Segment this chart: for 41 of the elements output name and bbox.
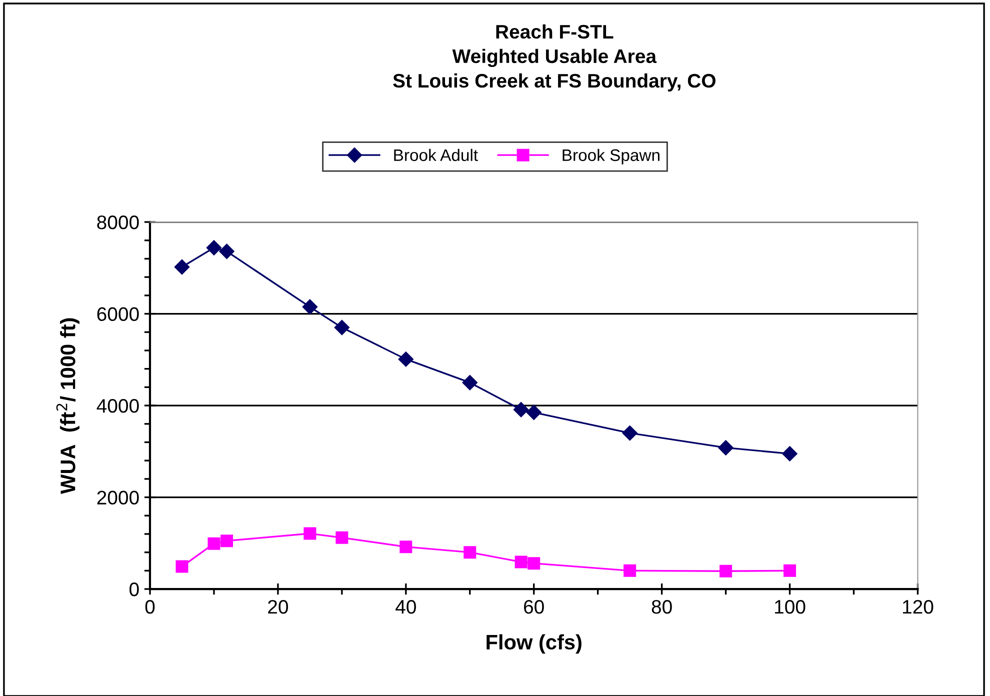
x-tick-label: 80 [652,600,672,614]
x-axis-title: Flow (cfs) [486,634,582,654]
chart-title: Reach F-STL Weighted Usable Area St Louis Creek at FS Boundary, CO [393,24,716,92]
y-tick-label: 8000 [97,215,139,230]
x-tick-label: 60 [524,600,544,614]
x-tick-label: 120 [902,600,934,614]
y-tick-label: 4000 [96,398,139,413]
point [622,425,638,441]
point [462,375,478,390]
point [336,531,348,544]
legend-label: Brook Spawn [562,148,660,164]
point [334,320,350,336]
y-tick-label: 0 [130,582,139,596]
point [174,259,190,275]
point [398,352,414,367]
point [206,240,222,256]
point [304,527,316,540]
x-tick-label: 20 [268,600,288,614]
legend-label: Brook Adult [394,148,478,162]
y-tick-label: 2000 [97,490,139,505]
y-axis-title: WUA (ft$^{2}$/ 1000 ft) [56,318,80,494]
point [176,560,188,573]
y-tick-label: 6000 [97,307,139,322]
point [624,564,636,577]
point [219,244,234,259]
point [464,546,476,559]
point [720,564,732,578]
point [718,440,734,456]
point [514,556,528,568]
point [220,534,234,548]
point [208,537,220,550]
point [526,404,542,420]
point [513,402,529,418]
x-tick-label: 100 [775,600,806,614]
point [528,557,540,570]
x-tick-label: 40 [396,600,416,614]
x-tick-label: 0 [145,600,155,614]
point [400,540,412,554]
point [302,299,318,314]
point [784,564,796,577]
point [782,446,798,462]
